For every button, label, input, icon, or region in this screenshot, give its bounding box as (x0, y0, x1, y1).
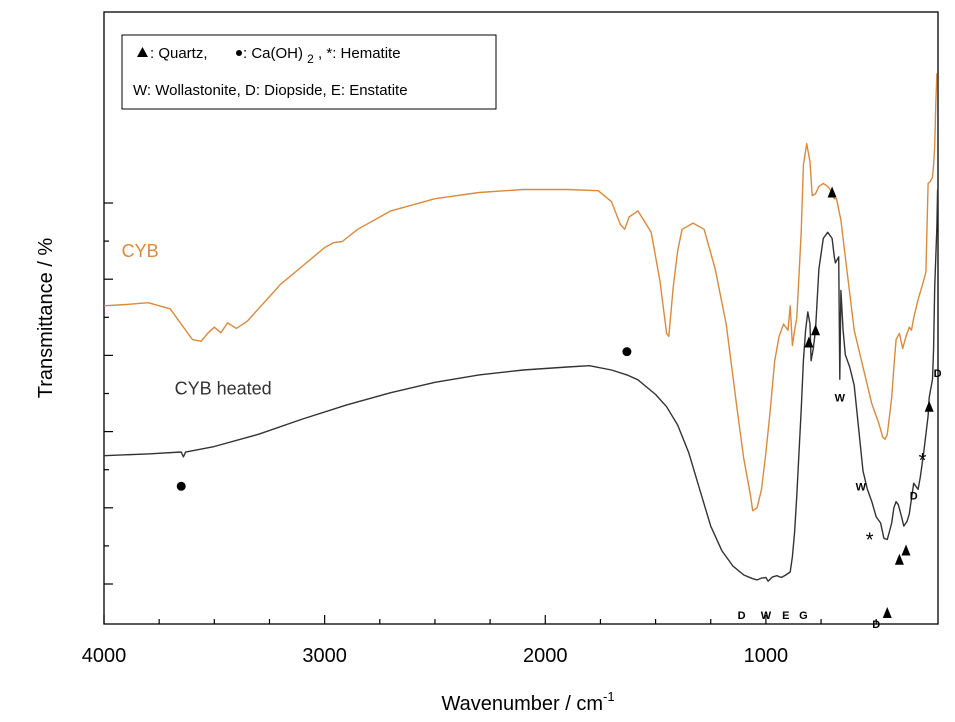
x-tick-label: 3000 (302, 645, 347, 667)
peak-triangle-marker (811, 324, 821, 336)
peak-label: D (738, 610, 746, 622)
plot-frame (103, 11, 939, 625)
x-tick-label: 2000 (523, 645, 568, 667)
peak-triangle-marker (882, 606, 892, 618)
legend-line-2: W: Wollastonite, D: Diopside, E: Enstati… (133, 82, 408, 99)
legend: : Quartz, : Ca(OH) 2 , *: Hematite W: Wo… (121, 34, 497, 110)
peak-label: D (910, 490, 918, 502)
legend-line-1: : Quartz, : Ca(OH) 2 , *: Hematite (150, 45, 401, 67)
x-axis-ticks: 4000 3000 2000 1000 (82, 615, 877, 667)
legend-box (121, 34, 497, 110)
peak-label: G (799, 610, 808, 622)
series-line-0 (103, 73, 938, 512)
peak-triangle-marker (804, 336, 814, 348)
peak-label: * (866, 529, 874, 551)
series-layer: CYB CYB heated (103, 73, 939, 582)
x-axis-label-text: Wavenumber / cm (441, 693, 603, 715)
peak-label: E (782, 610, 789, 622)
x-tick-label: 4000 (82, 645, 127, 667)
y-axis-ticks (104, 202, 113, 585)
x-tick-label: 1000 (744, 645, 789, 667)
annotation-layer: D W E GWW*DD*D (176, 186, 942, 631)
peak-label: D (872, 619, 880, 631)
peak-dot-marker (176, 481, 186, 491)
y-axis-label: Transmittance / % (35, 238, 57, 399)
peak-label: W (835, 393, 846, 405)
peak-label: W (761, 610, 772, 622)
series-line-1 (103, 189, 939, 582)
legend-dot-marker (236, 50, 242, 56)
legend-triangle-label: : Quartz, (150, 45, 212, 62)
peak-label: * (919, 450, 927, 472)
peak-triangle-marker (827, 186, 837, 198)
peak-triangle-marker (894, 553, 904, 565)
series-label-1: CYB heated (175, 379, 272, 399)
x-axis-label-superscript: -1 (603, 689, 615, 704)
x-axis-label: Wavenumber / cm-1 (441, 689, 614, 715)
peak-label: W (856, 481, 867, 493)
peak-label: D (934, 368, 942, 380)
legend-hematite-label: , *: Hematite (318, 45, 401, 62)
legend-dot-label: : Ca(OH) (243, 45, 303, 62)
series-label-0: CYB (122, 241, 159, 261)
peak-triangle-marker (901, 544, 911, 556)
peak-triangle-marker (924, 400, 934, 412)
legend-triangle-marker (137, 47, 148, 57)
peak-dot-marker (622, 347, 632, 357)
legend-subscript: 2 (307, 52, 314, 66)
